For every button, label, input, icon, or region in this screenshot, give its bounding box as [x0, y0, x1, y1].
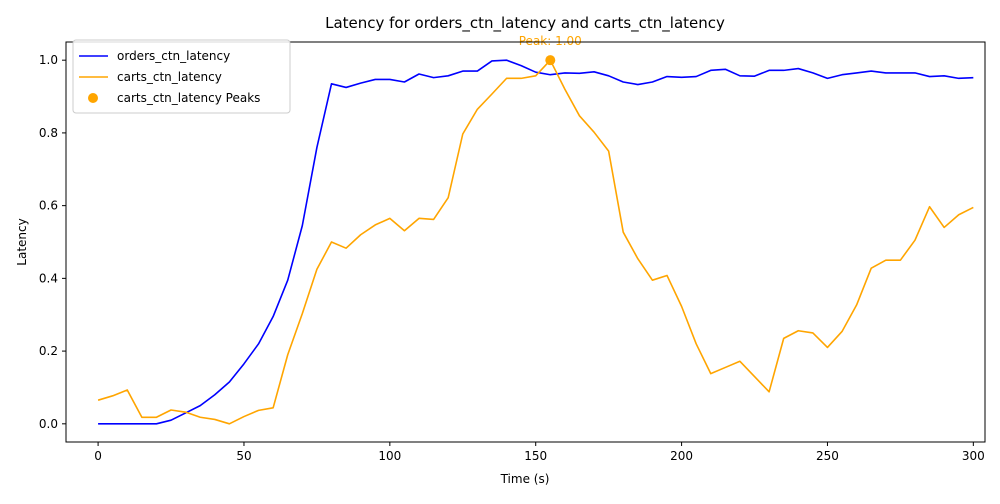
y-tick-label: 0.8: [39, 126, 58, 140]
plot-frame: [65, 41, 986, 443]
x-tick-label: 200: [670, 449, 693, 463]
y-axis-label: Latency: [15, 218, 29, 265]
y-tick-label: 0.4: [39, 271, 58, 285]
peak-annotation: Peak: 1.00: [519, 34, 582, 48]
series-layer: [97, 59, 974, 425]
legend-label-carts: carts_ctn_latency: [117, 70, 222, 84]
x-tick-label: 0: [94, 449, 102, 463]
x-axis-label: Time (s): [500, 472, 550, 486]
x-tick-label: 50: [236, 449, 251, 463]
chart-title: Latency for orders_ctn_latency and carts…: [325, 14, 725, 33]
peak-labels: Peak: 1.00: [519, 34, 582, 48]
legend-label-orders: orders_ctn_latency: [117, 49, 230, 63]
plot-area: [65, 41, 986, 443]
y-axis: 0.0 0.2 0.4 0.6 0.8 1.0: [39, 53, 66, 431]
x-tick-label: 100: [378, 449, 401, 463]
peak-marker: [545, 55, 556, 66]
y-tick-label: 0.0: [39, 417, 58, 431]
x-axis: 0 50 100 150 200 250 300: [94, 442, 985, 463]
series-line-carts_ctn_latency: [97, 59, 974, 425]
x-tick-label: 150: [524, 449, 547, 463]
x-tick-label: 250: [816, 449, 839, 463]
legend-box: [72, 39, 291, 114]
legend: orders_ctn_latency carts_ctn_latency car…: [72, 39, 291, 114]
y-tick-label: 0.2: [39, 344, 58, 358]
x-tick-label: 300: [962, 449, 985, 463]
y-tick-label: 0.6: [39, 199, 58, 213]
series-line-orders_ctn_latency: [98, 59, 974, 425]
y-tick-label: 1.0: [39, 53, 58, 67]
legend-label-peaks: carts_ctn_latency Peaks: [117, 91, 260, 105]
peak-markers: [545, 55, 556, 66]
legend-swatch-peaks: [88, 93, 98, 103]
